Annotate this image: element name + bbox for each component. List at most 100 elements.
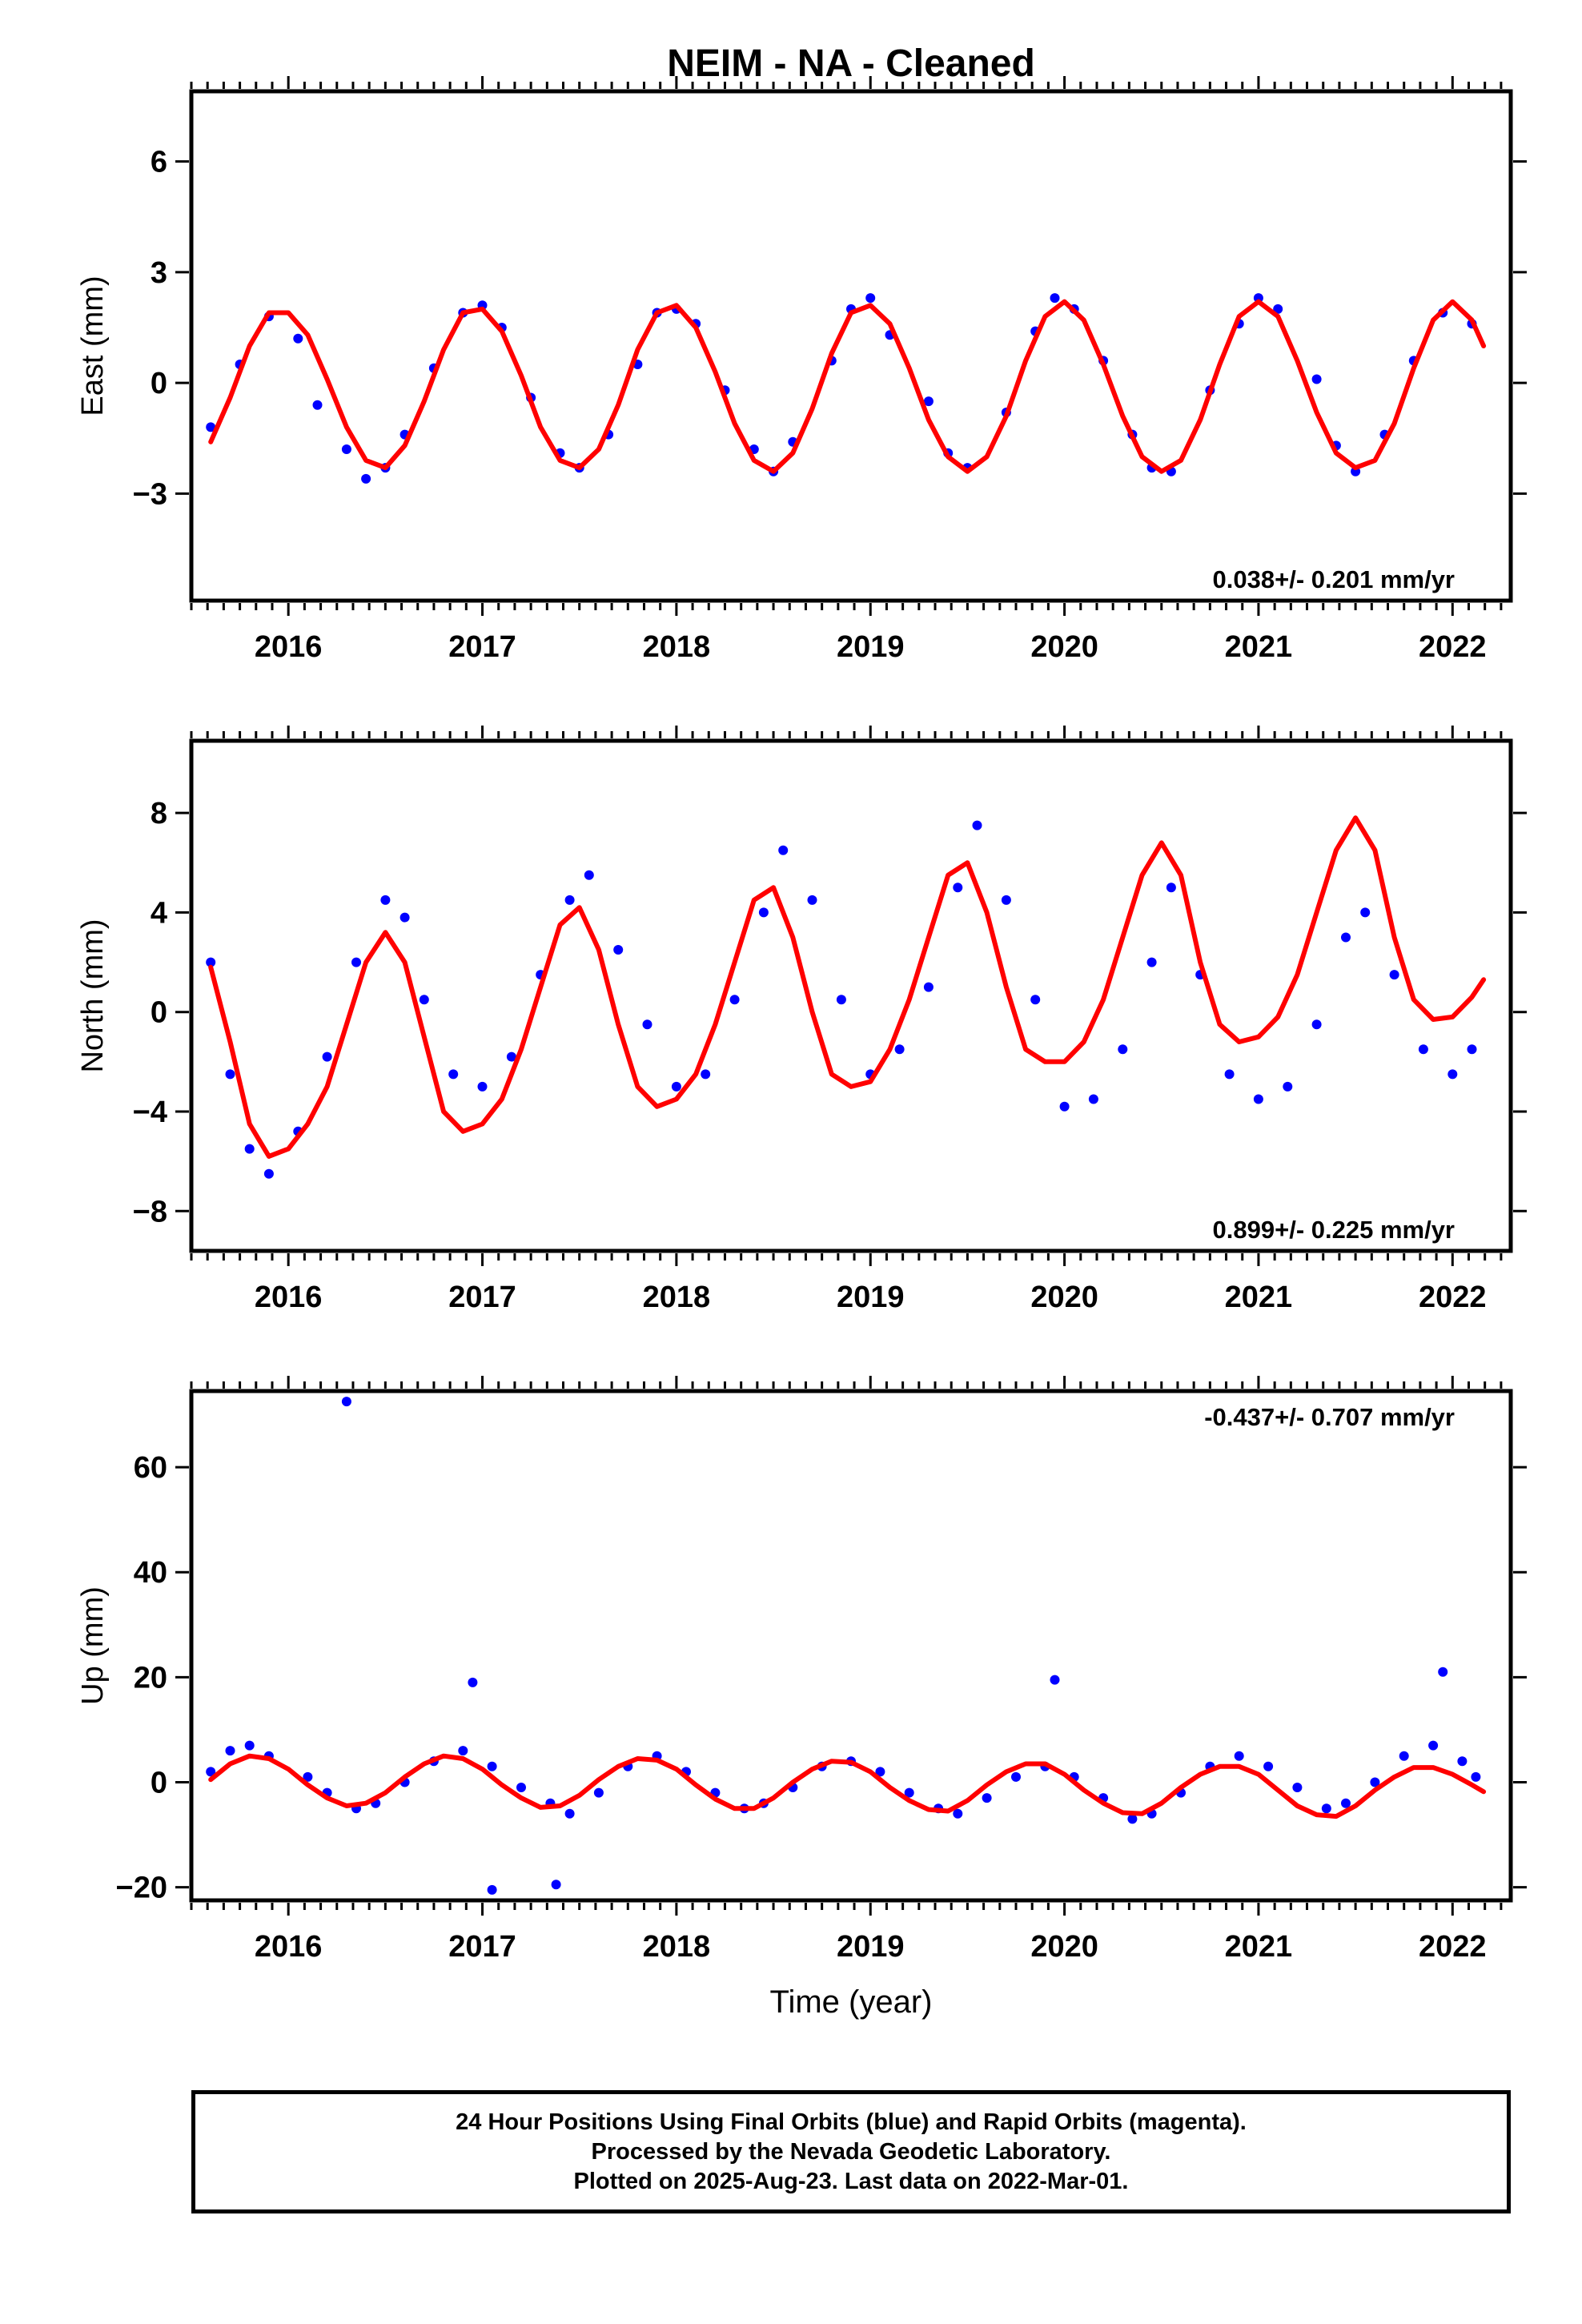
- footer-line-2: Processed by the Nevada Geodetic Laborat…: [591, 2138, 1111, 2165]
- north-point: [1418, 1044, 1428, 1055]
- north-point: [1389, 970, 1399, 980]
- up-data: [206, 1397, 1487, 1895]
- north-x-ticks: [190, 726, 1503, 1266]
- up-point: [1234, 1751, 1244, 1761]
- north-point: [836, 995, 846, 1005]
- up-x-tick-label: 2021: [1225, 1930, 1293, 1964]
- up-point: [551, 1880, 561, 1890]
- up-panel: 2016 2017 2018 2019 2020 2021 2022 −20 0 20 40 60 Up…: [76, 1376, 1527, 2020]
- east-y-axis-label: East (mm): [76, 275, 110, 416]
- north-point: [1311, 1019, 1322, 1030]
- up-point: [1370, 1777, 1380, 1787]
- north-point: [953, 883, 963, 893]
- north-frame: [189, 738, 1513, 1253]
- figure-title: NEIM - NA - Cleaned: [667, 42, 1035, 85]
- up-y-tick-label: 40: [134, 1556, 167, 1590]
- north-x-tick-label: 2018: [643, 1281, 711, 1314]
- north-point: [1360, 907, 1371, 918]
- north-y-tick-label: 8: [151, 797, 167, 830]
- north-point: [671, 1081, 681, 1092]
- north-y-tick-label: −8: [133, 1195, 167, 1228]
- up-point: [516, 1783, 526, 1792]
- up-point: [1438, 1667, 1448, 1677]
- up-point: [1399, 1751, 1409, 1761]
- east-x-ticks: [190, 76, 1503, 616]
- up-fit-line: [208, 1753, 1487, 1819]
- up-y-tick-label: 20: [134, 1661, 167, 1695]
- east-y-tick-label: 3: [151, 256, 167, 290]
- north-point: [1001, 895, 1011, 905]
- up-x-tick-label: 2020: [1030, 1930, 1098, 1964]
- up-point: [1263, 1761, 1274, 1771]
- footer-line-1: 24 Hour Positions Using Final Orbits (bl…: [456, 2109, 1247, 2135]
- north-point: [419, 995, 429, 1005]
- north-y-tick-label: 4: [151, 896, 167, 930]
- up-point: [487, 1884, 497, 1895]
- north-point: [263, 1168, 274, 1179]
- east-x-tick-label: 2019: [837, 630, 905, 664]
- east-point: [1253, 293, 1263, 304]
- north-x-tick-label: 2021: [1225, 1281, 1293, 1314]
- up-point: [1471, 1771, 1481, 1782]
- up-point: [487, 1761, 497, 1771]
- up-point: [244, 1740, 255, 1751]
- north-point: [206, 957, 216, 967]
- north-x-tick-label: 2022: [1419, 1281, 1487, 1314]
- north-point: [400, 912, 410, 923]
- east-panel: 2016 2017 2018 2019 2020 2021 2022 −3 0 3 6 East (m…: [76, 76, 1527, 664]
- up-y-tick-label: 0: [151, 1766, 167, 1799]
- north-point: [244, 1144, 255, 1154]
- east-x-tick-label: 2020: [1030, 630, 1098, 664]
- up-rate-label: -0.437+/- 0.707 mm/yr: [1204, 1403, 1455, 1431]
- up-point: [1341, 1798, 1351, 1808]
- north-panel: 2016 2017 2018 2019 2020 2021 2022 −8 −4 0 4 8 North…: [76, 726, 1527, 1314]
- up-frame: [189, 1389, 1513, 1903]
- north-point: [613, 945, 624, 955]
- east-y-ticks: [175, 160, 1527, 495]
- north-x-tick-label: 2016: [255, 1281, 323, 1314]
- east-point: [1050, 293, 1060, 304]
- north-point: [1224, 1069, 1235, 1080]
- north-point: [894, 1044, 905, 1055]
- up-x-tick-label: 2017: [448, 1930, 516, 1964]
- north-point: [351, 957, 361, 967]
- east-point: [293, 333, 303, 344]
- north-point: [778, 845, 789, 855]
- up-y-ticks: [175, 1466, 1527, 1889]
- north-point: [972, 820, 982, 830]
- up-y-tick-label: −20: [116, 1872, 167, 1905]
- up-x-ticks: [190, 1376, 1503, 1916]
- east-x-tick-label: 2016: [255, 630, 323, 664]
- up-point: [468, 1677, 478, 1687]
- north-rate-label: 0.899+/- 0.225 mm/yr: [1213, 1216, 1455, 1244]
- up-point: [1457, 1756, 1468, 1767]
- footer-line-3: Plotted on 2025-Aug-23. Last data on 202…: [573, 2168, 1129, 2194]
- north-point: [701, 1069, 711, 1080]
- up-x-tick-label: 2022: [1419, 1930, 1487, 1964]
- north-point: [564, 895, 575, 905]
- up-point: [982, 1793, 992, 1803]
- up-point: [564, 1808, 575, 1819]
- north-x-tick-label: 2020: [1030, 1281, 1098, 1314]
- east-x-tick-label: 2018: [643, 630, 711, 664]
- north-point: [584, 870, 594, 880]
- north-point: [1118, 1044, 1128, 1055]
- up-point: [1050, 1675, 1060, 1685]
- east-point: [1273, 304, 1283, 314]
- north-point: [1447, 1069, 1458, 1080]
- north-point: [1059, 1101, 1070, 1112]
- north-point: [758, 907, 769, 918]
- north-y-tick-label: −4: [133, 1096, 167, 1129]
- north-point: [380, 895, 391, 905]
- north-point: [1467, 1044, 1477, 1055]
- north-point: [1030, 995, 1041, 1005]
- north-point: [1146, 957, 1157, 967]
- north-point: [923, 982, 934, 992]
- east-y-tick-label: 6: [151, 146, 167, 179]
- east-point: [341, 444, 351, 454]
- up-point: [593, 1787, 604, 1798]
- north-point: [225, 1069, 235, 1080]
- east-data: [206, 293, 1487, 484]
- east-x-tick-label: 2021: [1225, 630, 1293, 664]
